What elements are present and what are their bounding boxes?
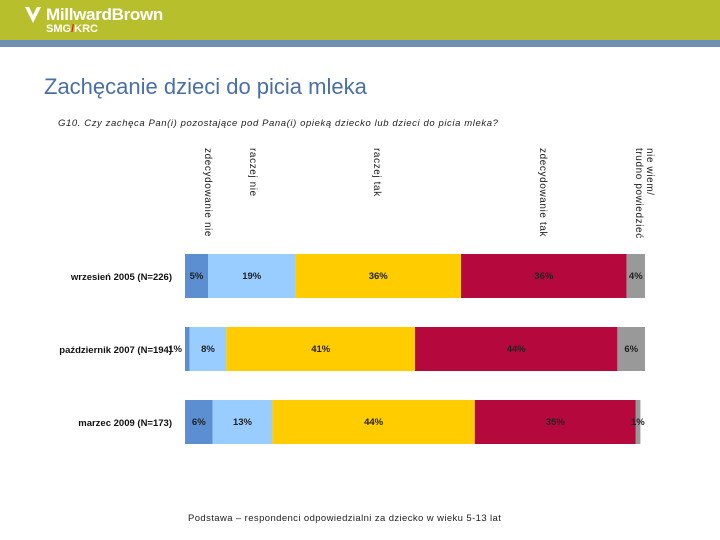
bar-segment-1-0 — [185, 327, 190, 371]
legend-label-3-0: zdecydowanie tak — [537, 148, 548, 237]
legend-item-2: raczej tak — [371, 148, 382, 197]
value-label-0-2: 36% — [369, 271, 389, 282]
legend-item-0: zdecydowanie nie — [202, 148, 213, 237]
question-text: G10. Czy zachęca Pan(i) pozostające pod … — [58, 118, 499, 129]
category-label-1: październik 2007 (N=194) — [59, 345, 172, 356]
value-label-2-3: 35% — [546, 417, 566, 428]
legend-label-2-0: raczej tak — [371, 148, 382, 197]
value-label-1-0: 1% — [168, 344, 182, 355]
bar-segment-2-1 — [212, 400, 273, 444]
bar-segment-1-3 — [415, 327, 618, 371]
category-label-2: marzec 2009 (N=173) — [78, 418, 172, 429]
bar-segment-0-1 — [208, 254, 296, 298]
brand-sub-right: KRC — [74, 23, 98, 35]
value-label-2-2: 44% — [364, 417, 384, 428]
bar-segment-1-1 — [189, 327, 227, 371]
bar-segment-0-3 — [461, 254, 627, 298]
bar-segment-1-4 — [617, 327, 645, 371]
bar-segment-2-2 — [272, 400, 475, 444]
legend-label-0-0: zdecydowanie nie — [202, 148, 213, 237]
page-title: Zachęcanie dzieci do picia mleka — [44, 74, 367, 99]
value-label-0-3: 36% — [534, 271, 554, 282]
value-label-0-4: 4% — [629, 271, 643, 282]
legend-label-4-0: nie wiem/ — [644, 148, 655, 196]
brand-leaf-icon — [25, 7, 41, 23]
bar-segment-0-4 — [626, 254, 645, 298]
bar-segment-2-0 — [185, 400, 213, 444]
value-label-1-2: 41% — [311, 344, 331, 355]
bar-segment-2-3 — [474, 400, 636, 444]
legend-item-3: zdecydowanie tak — [537, 148, 548, 237]
value-label-1-4: 6% — [624, 344, 638, 355]
legend-item-1: raczej nie — [247, 148, 258, 197]
value-label-2-1: 13% — [233, 417, 253, 428]
legend-label-4-1: trudno powiedzieć — [633, 148, 644, 239]
brand-sub-slash: / — [71, 23, 75, 35]
value-label-0-1: 19% — [242, 271, 262, 282]
bar-segment-0-2 — [295, 254, 461, 298]
legend-item-4: nie wiem/trudno powiedzieć — [633, 148, 655, 239]
footnote: Podstawa – respondenci odpowiedzialni za… — [188, 513, 502, 524]
value-label-2-4: 1% — [631, 417, 645, 428]
bar-segment-1-2 — [226, 327, 415, 371]
brand-sub: SMG/KRC — [46, 23, 98, 35]
brand-sub-left: SMG — [46, 23, 72, 35]
legend-label-1-0: raczej nie — [247, 148, 258, 197]
brand-name: MillwardBrown — [46, 5, 163, 24]
bar-segment-2-4 — [635, 400, 641, 444]
bar-segment-0-0 — [185, 254, 208, 298]
header-bar — [0, 0, 720, 40]
header-stripe — [0, 40, 720, 47]
category-label-0: wrzesień 2005 (N=226) — [70, 272, 172, 283]
value-label-1-1: 8% — [201, 344, 215, 355]
value-label-0-0: 5% — [190, 271, 204, 282]
value-label-2-0: 6% — [192, 417, 206, 428]
value-label-1-3: 44% — [507, 344, 527, 355]
